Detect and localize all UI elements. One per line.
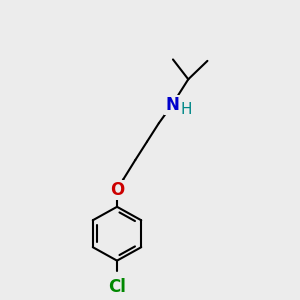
Text: Cl: Cl [108, 278, 126, 296]
Text: H: H [181, 102, 192, 117]
Text: N: N [165, 96, 179, 114]
Text: O: O [110, 181, 124, 199]
